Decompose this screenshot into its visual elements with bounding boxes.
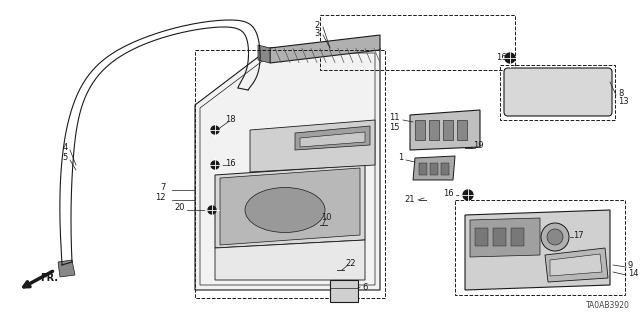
Circle shape [505, 53, 515, 63]
Text: 9: 9 [628, 261, 633, 270]
Text: 17: 17 [573, 231, 584, 240]
Bar [455, 200, 625, 295]
Text: 3: 3 [315, 28, 320, 38]
Text: 21: 21 [404, 196, 415, 204]
Circle shape [211, 126, 219, 134]
Text: 5: 5 [63, 152, 68, 161]
Polygon shape [545, 248, 608, 282]
Bar [415, 120, 425, 140]
Polygon shape [300, 132, 365, 147]
Bar [330, 280, 358, 302]
Polygon shape [413, 156, 455, 180]
Text: 7: 7 [161, 183, 166, 192]
Text: 12: 12 [156, 192, 166, 202]
Text: TA0AB3920: TA0AB3920 [586, 301, 630, 310]
Text: 19: 19 [473, 142, 483, 151]
Bar [443, 120, 453, 140]
Text: 8: 8 [618, 88, 623, 98]
Text: 15: 15 [390, 122, 400, 131]
Text: 18: 18 [225, 115, 236, 124]
Bar [195, 50, 385, 298]
Circle shape [463, 190, 473, 200]
Text: 22: 22 [345, 258, 355, 268]
Text: 6: 6 [362, 283, 367, 292]
Circle shape [547, 229, 563, 245]
Bar [430, 163, 438, 175]
Polygon shape [258, 45, 270, 63]
Ellipse shape [245, 188, 325, 233]
Bar [475, 228, 488, 246]
Bar [419, 163, 427, 175]
Text: 13: 13 [618, 98, 628, 107]
Polygon shape [195, 48, 380, 290]
Bar [441, 163, 449, 175]
Text: 20: 20 [175, 204, 185, 212]
Bar [493, 228, 506, 246]
Text: 14: 14 [628, 269, 639, 278]
Bar [500, 65, 615, 120]
Bar [457, 120, 467, 140]
Polygon shape [58, 260, 75, 277]
Text: 2: 2 [315, 20, 320, 29]
Text: 10: 10 [321, 212, 332, 221]
Polygon shape [215, 240, 365, 280]
Circle shape [211, 161, 219, 169]
Polygon shape [215, 165, 365, 248]
Text: 1: 1 [397, 153, 403, 162]
Circle shape [541, 223, 569, 251]
Polygon shape [220, 168, 360, 245]
Polygon shape [250, 120, 375, 172]
Polygon shape [270, 35, 380, 63]
Text: 16: 16 [225, 159, 236, 167]
Text: 16: 16 [444, 189, 454, 197]
Polygon shape [410, 110, 480, 150]
Polygon shape [470, 218, 540, 257]
Text: FR.: FR. [40, 273, 58, 283]
Bar [511, 228, 524, 246]
Text: 11: 11 [390, 114, 400, 122]
Bar [429, 120, 439, 140]
Polygon shape [465, 210, 610, 290]
Polygon shape [550, 254, 602, 276]
Polygon shape [295, 126, 370, 150]
Bar [320, 15, 515, 70]
FancyBboxPatch shape [504, 68, 612, 116]
Text: 16: 16 [496, 54, 507, 63]
Text: 4: 4 [63, 144, 68, 152]
Circle shape [208, 206, 216, 214]
